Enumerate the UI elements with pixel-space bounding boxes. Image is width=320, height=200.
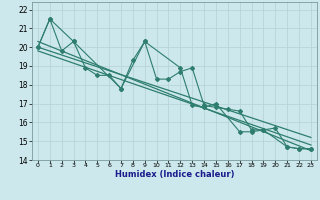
X-axis label: Humidex (Indice chaleur): Humidex (Indice chaleur) [115, 170, 234, 179]
